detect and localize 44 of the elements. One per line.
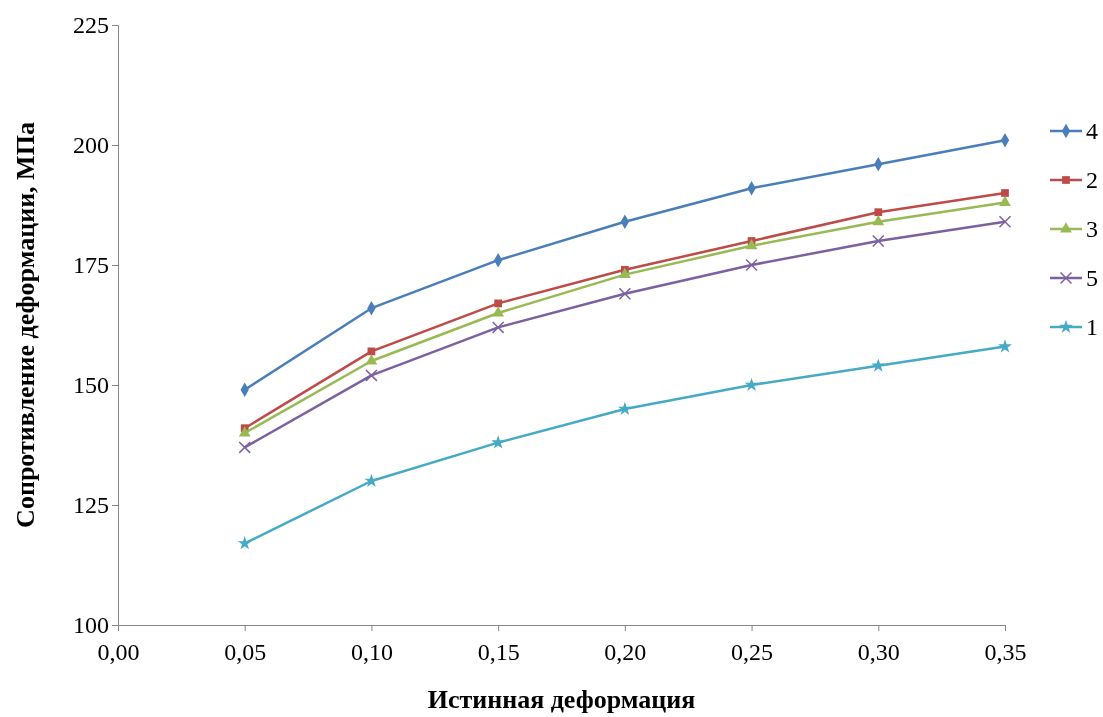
y-tick-label: 175 <box>73 252 109 279</box>
x-tick-label: 0,00 <box>97 639 140 666</box>
legend-label: 1 <box>1086 314 1098 340</box>
point <box>364 473 379 487</box>
point <box>874 208 883 217</box>
point <box>1001 189 1009 197</box>
point <box>492 306 505 317</box>
y-axis-title: Сопротивление деформации, МПа <box>11 122 40 528</box>
x-tick-label: 0,25 <box>731 639 774 666</box>
point <box>491 321 505 334</box>
y-tick-label: 100 <box>73 612 109 639</box>
x-tick-label: 0,20 <box>604 639 647 666</box>
y-tick-label: 150 <box>73 372 109 399</box>
point <box>238 426 251 437</box>
point <box>872 234 885 248</box>
legend-label: 3 <box>1086 216 1098 242</box>
point <box>365 354 378 365</box>
point <box>998 339 1012 353</box>
legend-label: 2 <box>1086 167 1098 193</box>
x-tick-label: 0,30 <box>857 639 900 666</box>
y-tick-label: 200 <box>73 132 109 159</box>
point <box>998 215 1012 229</box>
y-tick-label: 125 <box>73 492 109 519</box>
point <box>744 377 759 391</box>
x-axis-title: Истинная деформация <box>427 685 696 714</box>
point <box>494 299 503 308</box>
legend-label: 5 <box>1086 265 1098 291</box>
point <box>237 536 252 550</box>
x-tick-label: 0,35 <box>984 639 1027 666</box>
x-tick-label: 0,10 <box>350 639 393 666</box>
point <box>238 441 251 454</box>
point <box>745 239 758 250</box>
y-tick-label: 225 <box>73 12 109 39</box>
point <box>872 215 885 226</box>
point <box>618 267 631 278</box>
x-tick-label: 0,05 <box>224 639 267 666</box>
point <box>365 369 378 382</box>
point <box>999 195 1011 206</box>
point <box>745 258 758 272</box>
point <box>871 358 886 372</box>
legend-label: 4 <box>1086 118 1098 144</box>
point <box>617 401 632 415</box>
x-tick-label: 0,15 <box>477 639 520 666</box>
point <box>618 287 632 301</box>
